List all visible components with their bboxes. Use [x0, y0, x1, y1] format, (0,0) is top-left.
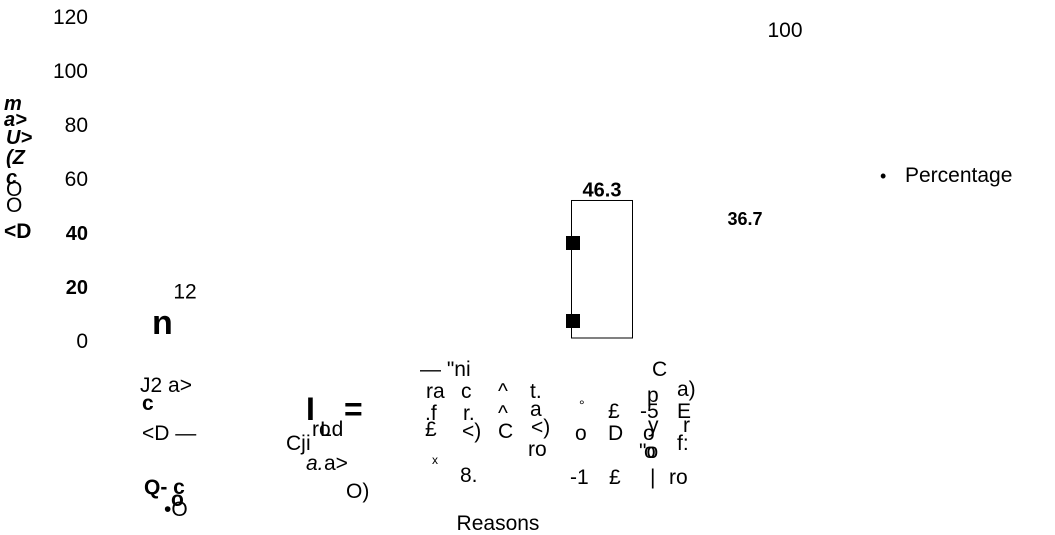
y-tick-label: 20: [66, 277, 88, 299]
x-category-fragment: Cj: [286, 432, 306, 455]
x-category-fragment: t.: [530, 380, 542, 403]
x-category-fragment: C: [498, 420, 513, 443]
x-category-fragment: I: [306, 391, 315, 427]
y-tick-label: 60: [65, 168, 88, 191]
ylabel-fragment: m: [4, 93, 22, 115]
y-tick-label: 80: [65, 114, 88, 137]
legend: • Percentage: [880, 164, 1012, 187]
x-category-fragment: <): [462, 420, 481, 443]
value-labels-group: 12 46.3 36.7 100: [173, 19, 802, 303]
bar-value-label: 46.3: [583, 179, 622, 201]
x-category-fragment: r.: [463, 402, 475, 425]
x-category-fragment: -1: [570, 466, 589, 489]
x-category-fragment: •O: [164, 498, 188, 521]
bar-value-label: 36.7: [727, 209, 762, 229]
x-category-fragment: 8.: [460, 464, 478, 487]
y-axis-label-garbled: m a> U> (Z c O O <D: [4, 93, 32, 243]
x-category-fragment: ro: [528, 438, 547, 461]
ylabel-fragment: O: [6, 194, 22, 217]
x-category-fragment: "o: [639, 440, 658, 463]
x-category-fragment: c: [142, 392, 154, 415]
x-category-fragment: ro: [669, 466, 688, 489]
x-category-fragment: x: [432, 453, 438, 467]
x-category-fragment: o: [575, 422, 587, 445]
legend-entry: Percentage: [905, 164, 1012, 187]
x-category-fragment: o: [171, 488, 184, 511]
x-category-fragment: r: [683, 414, 690, 437]
bars-group: [571, 199, 633, 339]
y-tick-label: 40: [66, 223, 88, 245]
x-axis-title: Reasons: [457, 512, 540, 535]
bar-artifact-square: [566, 314, 580, 328]
x-category-fragment: ra: [426, 380, 445, 403]
x-category-fragment: o: [644, 440, 656, 463]
ylabel-fragment: a>: [4, 109, 27, 131]
x-category-fragment: D: [608, 422, 623, 445]
y-tick-label: 100: [53, 60, 88, 83]
x-category-fragment: E: [677, 400, 691, 423]
x-category-fragment: J2 a>: [140, 374, 192, 397]
x-category-fragment: =: [344, 391, 363, 427]
x-category-fragment: |: [650, 466, 655, 489]
x-category-fragment: Ld: [320, 418, 343, 441]
x-category-fragment: f:: [677, 432, 689, 455]
x-category-fragment: a>: [324, 452, 348, 475]
ylabel-fragment: U>: [6, 127, 32, 149]
legend-bullet: •: [880, 166, 886, 186]
ylabel-fragment: (Z: [6, 147, 26, 169]
bar-artifact-square: [566, 236, 580, 250]
x-category-fragment: i: [306, 432, 311, 455]
x-category-fragment: p: [647, 384, 659, 407]
x-category-fragment: a): [677, 378, 696, 401]
bar-value-label: 100: [767, 19, 802, 42]
x-category-fragment: C: [652, 358, 667, 381]
x-category-fragment: £: [425, 418, 437, 441]
x-axis-categories-garbled: J2 a> c <D — Q- c o •O I = Cj i ro Ld a.…: [140, 358, 696, 521]
x-category-fragment: O): [346, 480, 369, 503]
x-category-fragment: ro: [312, 418, 331, 441]
bar-artifacts: n: [152, 236, 580, 342]
x-category-fragment: °: [579, 397, 585, 413]
y-tick-label: 120: [53, 6, 88, 29]
x-category-fragment: c: [461, 380, 472, 403]
bar: [571, 199, 633, 339]
y-tick-label: 0: [76, 330, 88, 353]
x-category-fragment: a: [530, 398, 542, 421]
x-category-fragment: ^: [498, 380, 508, 403]
x-category-fragment: ^: [498, 402, 508, 425]
x-category-fragment: <D —: [142, 422, 196, 445]
ylabel-fragment: <D: [4, 220, 31, 243]
ylabel-fragment: c: [6, 167, 17, 189]
x-category-fragment: .f: [425, 402, 437, 425]
bar-artifact-n: n: [152, 304, 173, 342]
x-category-fragment: Q- c: [144, 476, 185, 499]
x-category-fragment: <): [531, 416, 550, 439]
bar-value-label: 12: [173, 280, 196, 303]
x-category-fragment: £: [608, 400, 620, 423]
x-category-fragment: a.: [306, 452, 324, 475]
x-category-fragment: y: [648, 414, 659, 437]
y-axis: 120 100 80 60 40 20 0: [53, 6, 88, 353]
x-category-fragment: £: [609, 466, 621, 489]
x-category-fragment: o: [643, 422, 655, 445]
ylabel-fragment: O: [6, 178, 22, 201]
x-category-fragment: -5: [640, 400, 659, 423]
x-category-fragment: — "ni: [420, 358, 471, 381]
